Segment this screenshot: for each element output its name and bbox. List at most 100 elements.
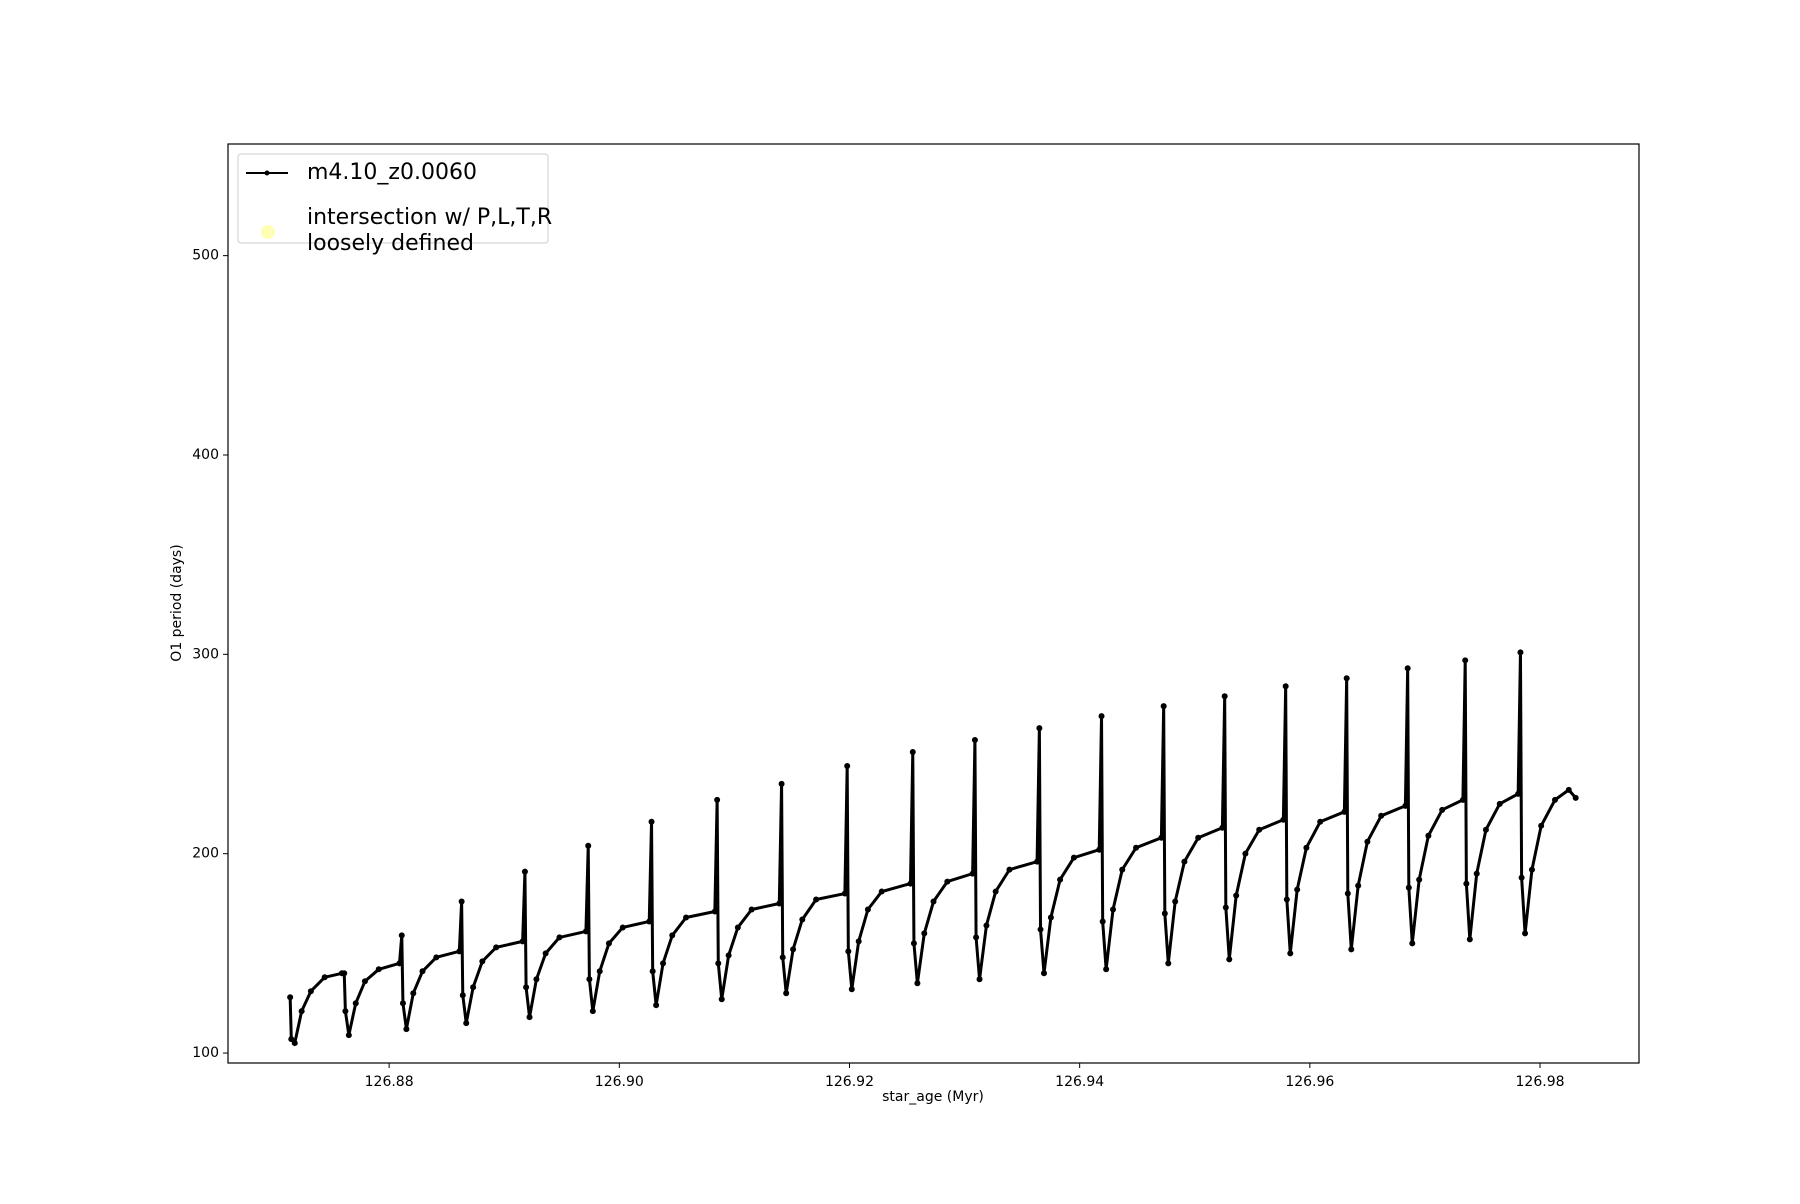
series-point bbox=[1404, 665, 1411, 672]
series-point bbox=[399, 1000, 406, 1007]
series-point bbox=[1482, 826, 1489, 833]
series-point bbox=[813, 896, 820, 903]
series-point bbox=[653, 1002, 660, 1009]
series-point bbox=[596, 968, 603, 975]
series-point bbox=[976, 976, 983, 983]
series-point bbox=[1466, 936, 1473, 943]
series-point bbox=[683, 914, 690, 921]
series-point bbox=[660, 960, 667, 967]
series-point bbox=[526, 1014, 533, 1021]
series-point bbox=[556, 934, 563, 941]
series-point bbox=[844, 762, 851, 769]
series-point bbox=[1343, 675, 1350, 682]
series-point bbox=[1348, 946, 1355, 953]
series-point bbox=[669, 932, 676, 939]
series-point bbox=[907, 880, 914, 887]
series-point bbox=[1160, 703, 1167, 710]
legend-box bbox=[237, 153, 549, 244]
series-point bbox=[1047, 914, 1054, 921]
x-tick-label: 126.88 bbox=[365, 1074, 414, 1090]
series-point bbox=[493, 944, 500, 951]
legend-marker bbox=[264, 170, 270, 176]
series-point bbox=[1172, 898, 1179, 905]
series-point bbox=[291, 1040, 298, 1047]
series-point bbox=[848, 986, 855, 993]
series-point bbox=[1283, 896, 1290, 903]
series-point bbox=[345, 1032, 352, 1039]
series-point bbox=[519, 938, 526, 945]
series-point bbox=[479, 958, 486, 965]
legend-label: intersection w/ P,L,T,R loosely defined bbox=[307, 205, 552, 256]
series-point bbox=[649, 968, 656, 975]
series-point bbox=[1242, 850, 1249, 857]
series-point bbox=[1515, 790, 1522, 797]
series-point bbox=[410, 990, 417, 997]
series-point bbox=[1099, 918, 1106, 925]
series-point bbox=[718, 996, 725, 1003]
series-point bbox=[1378, 812, 1385, 819]
series-point bbox=[799, 916, 806, 923]
series-point bbox=[1098, 713, 1105, 720]
series-point bbox=[307, 988, 314, 995]
series-point bbox=[841, 890, 848, 897]
series-point bbox=[288, 1036, 295, 1043]
y-tick-label: 400 bbox=[192, 447, 219, 463]
series-point bbox=[1070, 854, 1077, 861]
series-point bbox=[1158, 834, 1165, 841]
series-line bbox=[288, 650, 1577, 1045]
series-point bbox=[1496, 800, 1503, 807]
series-point bbox=[878, 888, 885, 895]
series-point bbox=[776, 900, 783, 907]
series-point bbox=[1317, 818, 1324, 825]
series-point bbox=[914, 980, 921, 987]
series-point bbox=[521, 868, 528, 875]
series-point bbox=[1528, 866, 1535, 873]
series-point bbox=[648, 818, 655, 825]
series-point bbox=[748, 906, 755, 913]
series-point bbox=[1565, 786, 1572, 793]
legend-label: m4.10_z0.0060 bbox=[307, 160, 477, 185]
series-point bbox=[398, 932, 405, 939]
y-tick-label: 300 bbox=[192, 646, 219, 662]
series-point bbox=[1161, 910, 1168, 917]
series-point bbox=[1233, 892, 1240, 899]
y-tick-label: 100 bbox=[192, 1045, 219, 1061]
series-point bbox=[790, 946, 797, 953]
series-point bbox=[783, 990, 790, 997]
series-point bbox=[396, 960, 403, 967]
series-point bbox=[605, 940, 612, 947]
x-tick-label: 126.90 bbox=[595, 1074, 644, 1090]
x-tick-label: 126.92 bbox=[825, 1074, 874, 1090]
y-tick-label: 500 bbox=[192, 248, 219, 264]
legend-marker bbox=[261, 225, 275, 239]
plot-frame bbox=[227, 143, 1640, 1064]
series-point bbox=[1364, 838, 1371, 845]
series-point bbox=[419, 968, 426, 975]
series-point bbox=[1282, 683, 1289, 690]
y-axis-label: O1 period (days) bbox=[169, 544, 185, 661]
series-point bbox=[1036, 725, 1043, 732]
series-point bbox=[403, 1026, 410, 1033]
series-point bbox=[1439, 806, 1446, 813]
series-point bbox=[1226, 956, 1233, 963]
series-point bbox=[909, 749, 916, 756]
series-point bbox=[341, 970, 348, 977]
series-point bbox=[1459, 796, 1466, 803]
series-point bbox=[1256, 826, 1263, 833]
series-point bbox=[1405, 884, 1412, 891]
series-point bbox=[458, 898, 465, 905]
series-point bbox=[542, 950, 549, 957]
series-point bbox=[921, 930, 928, 937]
series-point bbox=[969, 870, 976, 877]
series-point bbox=[971, 737, 978, 744]
series-point bbox=[944, 878, 951, 885]
series-point bbox=[778, 780, 785, 787]
series-point bbox=[910, 940, 917, 947]
series-point bbox=[1221, 693, 1228, 700]
series-point bbox=[1402, 802, 1409, 809]
series-point bbox=[711, 908, 718, 915]
series-point bbox=[1006, 866, 1013, 873]
series-point bbox=[1057, 876, 1064, 883]
series-point bbox=[586, 976, 593, 983]
series-point bbox=[433, 954, 440, 961]
